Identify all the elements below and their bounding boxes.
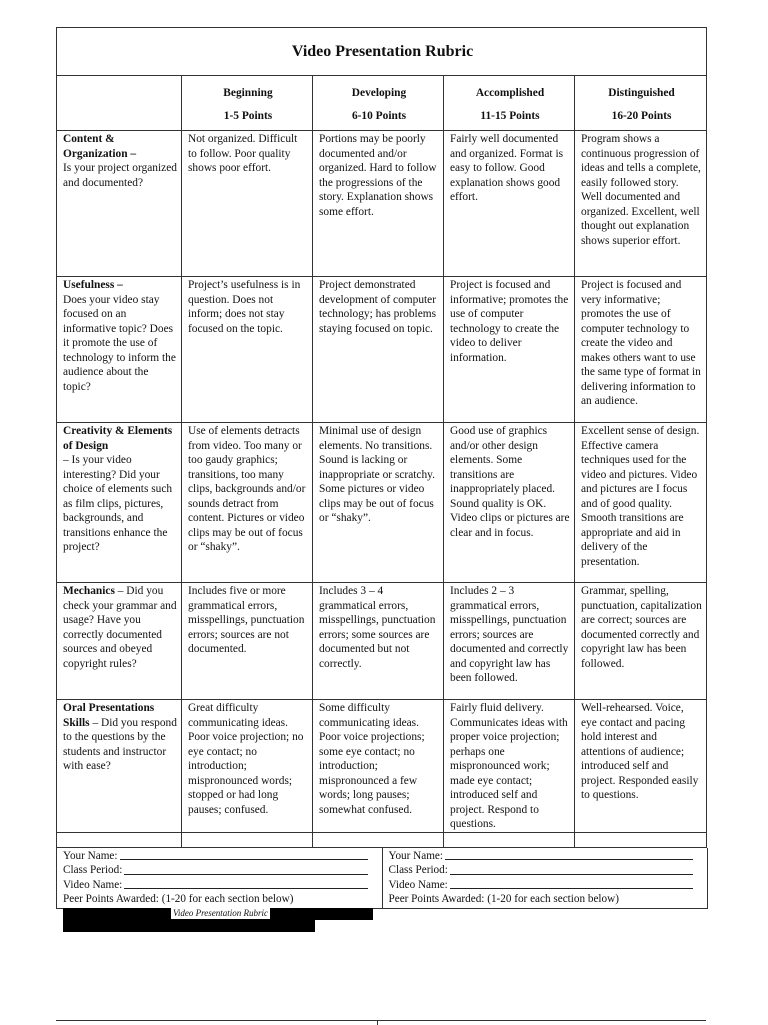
rubric-cell: Well-rehearsed. Voice, eye contact and p… [573,699,708,833]
video-name-field[interactable]: Video Name: [389,878,702,893]
empty-row [56,831,708,848]
page-title: Video Presentation Rubric [55,27,708,76]
rubric-cell: Fairly well documented and organized. Fo… [443,130,575,277]
rubric-cell: Not organized. Difficult to follow. Poor… [181,130,313,277]
class-period-field[interactable]: Class Period: [389,863,702,878]
header-row: Beginning 1-5 Points Developing 6-10 Point… [56,75,708,131]
rubric-cell: Includes 3 – 4 grammatical errors, missp… [312,582,444,700]
next-table-border [56,1020,706,1025]
table-row: Usefulness – Does your video stay focused… [56,276,708,423]
table-row: Content & Organization – Is your project … [56,130,708,277]
table-row: Mechanics – Did you check your grammar a… [56,582,708,700]
peer-points-label: Peer Points Awarded: (1-20 for each sect… [63,893,294,905]
rubric-cell: Great difficulty communicating ideas. Po… [181,699,313,833]
rubric-cell: Includes five or more grammatical errors… [181,582,313,700]
criterion-cell: Oral Presentations Skills – Did you resp… [56,699,182,833]
peer-points-label: Peer Points Awarded: (1-20 for each sect… [388,893,619,905]
table-row: Creativity & Elements of Design – Is your… [56,422,708,583]
empty-cell [443,831,575,848]
rubric-document: Video Presentation Rubric Beginning 1-5 P… [55,27,708,921]
empty-cell [181,831,313,848]
your-name-field[interactable]: Your Name: [63,849,376,864]
level-header: Distinguished 16-20 Points [573,75,708,131]
rubric-cell: Project is focused and very informative;… [573,276,708,423]
rubric-table: Video Presentation Rubric Beginning 1-5 P… [55,27,708,848]
redaction-bar [63,920,315,932]
rubric-cell: Excellent sense of design. Effective cam… [573,422,708,583]
rubric-cell: Portions may be poorly documented and/or… [312,130,444,277]
rubric-cell: Includes 2 – 3 grammatical errors, missp… [443,582,575,700]
empty-cell [56,831,182,848]
level-header: Beginning 1-5 Points [181,75,313,131]
video-name-field[interactable]: Video Name: [63,878,376,893]
source-title: Video Presentation Rubric [171,908,270,919]
class-period-field[interactable]: Class Period: [63,863,376,878]
criterion-cell: Creativity & Elements of Design – Is your… [56,422,182,583]
form-left: Your Name: Class Period: Video Name: Pee… [57,848,382,908]
level-header: Accomplished 11-15 Points [443,75,575,131]
your-name-field[interactable]: Your Name: [389,849,702,864]
table-row: Oral Presentations Skills – Did you resp… [56,699,708,833]
rubric-cell: Project demonstrated development of comp… [312,276,444,423]
criterion-cell: Content & Organization – Is your project … [56,130,182,277]
rubric-cell: Project’s usefulness is in question. Doe… [181,276,313,423]
empty-cell [312,831,444,848]
rubric-cell: Project is focused and informative; prom… [443,276,575,423]
header-empty [56,75,182,131]
rubric-cell: Some difficulty communicating ideas. Poo… [312,699,444,833]
rubric-cell: Grammar, spelling, punctuation, capitali… [573,582,708,700]
peer-review-form: Your Name: Class Period: Video Name: Pee… [56,847,708,909]
rubric-cell: Good use of graphics and/or other design… [443,422,575,583]
level-header: Developing 6-10 Points [312,75,444,131]
empty-cell [573,831,708,848]
criterion-cell: Mechanics – Did you check your grammar a… [56,582,182,700]
rubric-cell: Use of elements detracts from video. Too… [181,422,313,583]
form-right: Your Name: Class Period: Video Name: Pee… [381,847,708,908]
rubric-cell: Fairly fluid delivery. Communicates idea… [443,699,575,833]
rubric-cell: Program shows a continuous progression o… [573,130,708,277]
rubric-cell: Minimal use of design elements. No trans… [312,422,444,583]
criterion-cell: Usefulness – Does your video stay focused… [56,276,182,423]
redaction-bar: Video Presentation Rubric [63,908,373,920]
